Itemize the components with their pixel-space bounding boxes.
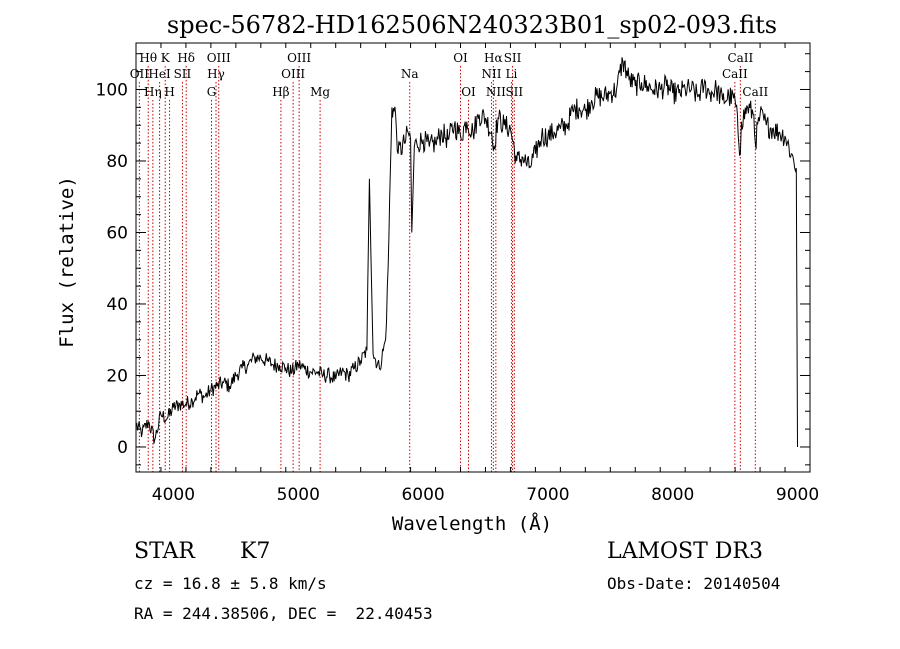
x-tick-label: 8000 <box>651 485 694 505</box>
line-marker-label: H <box>164 85 174 99</box>
line-marker-label: NII <box>486 85 506 99</box>
object-class: STAR <box>134 539 195 564</box>
line-marker-label: OI <box>453 51 468 65</box>
line-marker-label: G <box>207 85 217 99</box>
line-marker-label: OIII <box>281 67 305 81</box>
line-marker-label: Hη <box>144 85 162 99</box>
obs-date-line: Obs-Date: 20140504 <box>607 574 781 593</box>
emission-line-markers: Hθ OII Hη HeI K H Hδ SII OIII Hγ G OIII OIII Hβ Mg Na OI… <box>130 51 768 472</box>
y-tick-label: 100 <box>96 80 128 100</box>
line-marker-label: SII <box>174 67 192 81</box>
line-marker-label: Hθ <box>139 51 157 65</box>
line-marker-label: OIII <box>287 51 311 65</box>
x-tick-label: 9000 <box>776 485 819 505</box>
line-marker-label: K <box>161 51 171 65</box>
x-tick-label: 6000 <box>401 485 444 505</box>
line-marker-label: NII <box>481 67 501 81</box>
chart-title: spec-56782-HD162506N240323B01_sp02-093.f… <box>167 11 777 39</box>
spectrum-line <box>135 57 798 448</box>
redshift-line: cz = 16.8 ± 5.8 km/s <box>134 574 327 593</box>
line-marker-label: Hδ <box>177 51 195 65</box>
y-axis-label: Flux (relative) <box>56 176 78 348</box>
y-tick-label: 0 <box>117 438 128 458</box>
spectrum-series <box>135 57 798 448</box>
line-marker-label: Na <box>401 67 419 81</box>
line-marker-label: CaII <box>722 67 748 81</box>
line-marker-label: Li <box>506 67 518 81</box>
y-tick-label: 40 <box>106 295 128 315</box>
line-marker-label: OIII <box>207 51 231 65</box>
line-marker-label: Hβ <box>272 85 289 99</box>
line-marker-label: CaII <box>727 51 753 65</box>
line-marker-label: SII <box>504 51 522 65</box>
y-tick-label: 20 <box>106 366 128 386</box>
line-marker-label: CaII <box>742 85 768 99</box>
coordinates-line: RA = 244.38506, DEC = 22.40453 <box>134 604 433 623</box>
line-marker-label: SII <box>505 85 523 99</box>
y-tick-label: 80 <box>106 152 128 172</box>
plot-axes: 4000 5000 6000 7000 8000 9000 0 20 40 60 80 100 <box>96 42 819 505</box>
line-marker-label: HeI <box>148 67 171 81</box>
x-tick-label: 7000 <box>526 485 569 505</box>
line-marker-label: Mg <box>310 85 330 99</box>
x-axis-label: Wavelength (Å) <box>392 512 552 535</box>
line-marker-label: Hγ <box>207 67 225 81</box>
x-tick-label: 4000 <box>152 485 195 505</box>
plot-frame <box>135 42 811 473</box>
line-marker-label: Hα <box>484 51 503 65</box>
x-tick-label: 5000 <box>277 485 320 505</box>
object-subclass: K7 <box>240 539 271 564</box>
y-tick-label: 60 <box>106 223 128 243</box>
line-marker-label: OI <box>461 85 476 99</box>
survey-name: LAMOST DR3 <box>607 539 763 564</box>
line-marker-label: OII <box>130 67 150 81</box>
